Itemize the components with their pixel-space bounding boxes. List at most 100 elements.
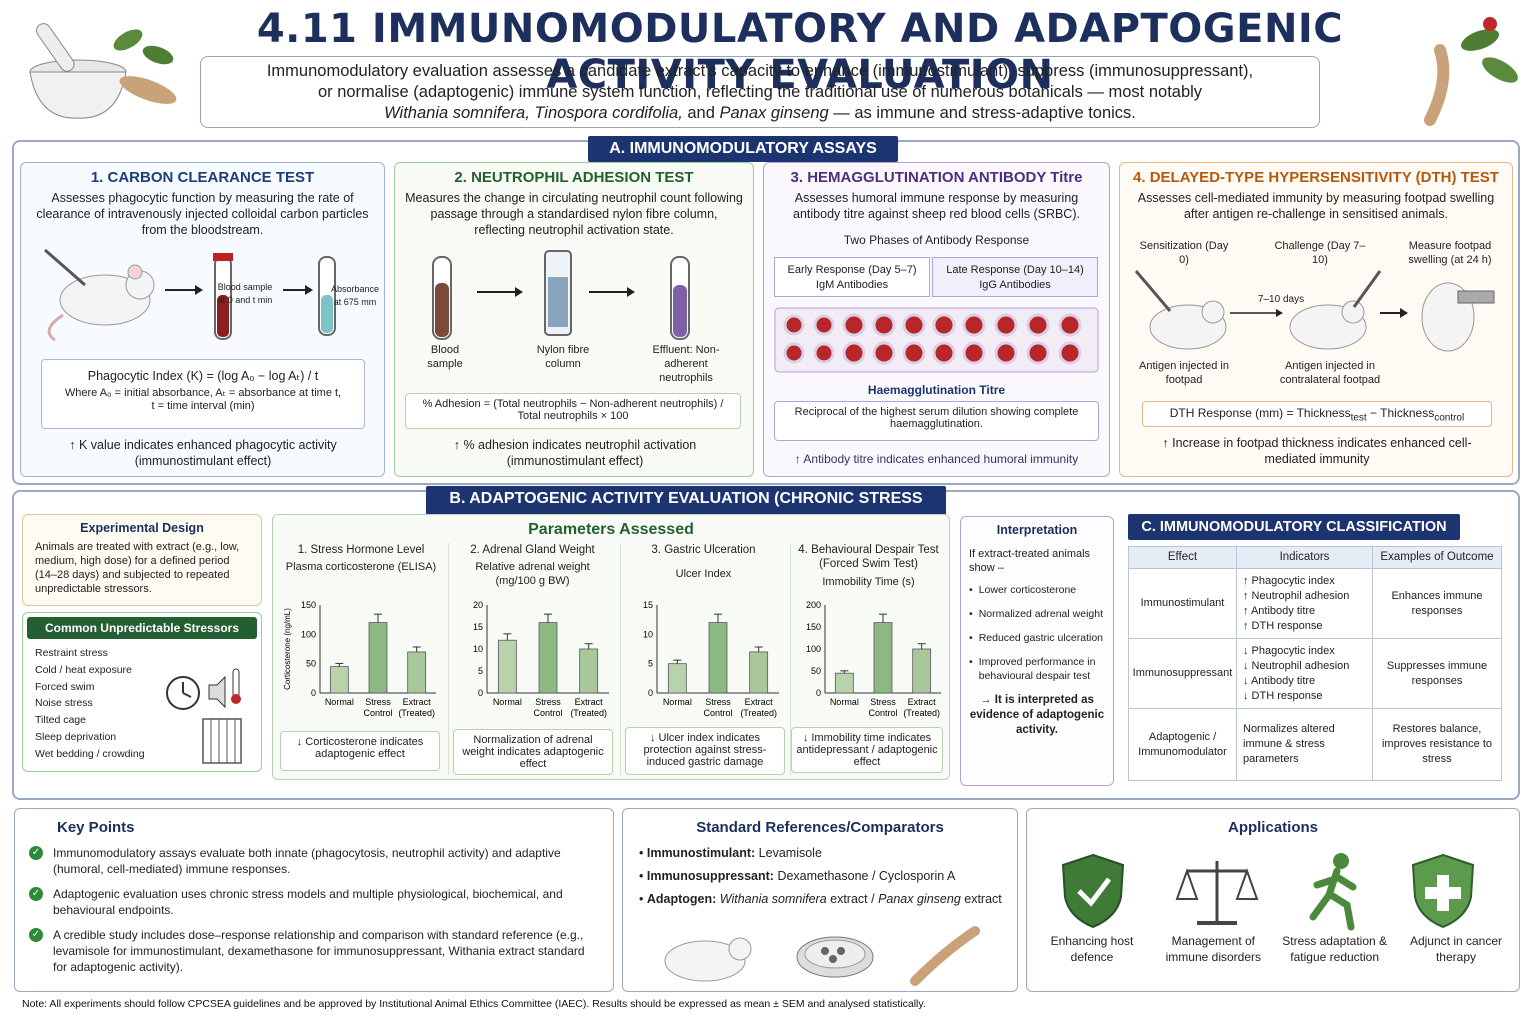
ref-label: Immunosuppressant: xyxy=(646,869,774,883)
interpretation-item: • Lower corticosterone xyxy=(969,583,1105,597)
classification-table-wrap: Effect Indicators Examples of Outcome Im… xyxy=(1128,546,1502,781)
bar xyxy=(708,622,728,694)
bar xyxy=(912,648,932,694)
dth-caption: Antigen injected in footpad xyxy=(1139,360,1229,386)
x-tick-label: Normal xyxy=(493,697,522,707)
y-tick-label: 10 xyxy=(643,629,653,639)
x-tick-label: Stress xyxy=(365,697,391,707)
bullet-glyph: • xyxy=(969,656,973,668)
intro-species: Withania somnifera, Tinospora cordifolia… xyxy=(384,104,683,122)
key-point-text: Adaptogenic evaluation uses chronic stre… xyxy=(53,887,563,917)
card-title: 4. DELAYED-TYPE HYPERSENSITIVITY (DTH) T… xyxy=(1133,169,1499,186)
effect-cell: Immunostimulant xyxy=(1128,568,1237,639)
x-tick-label: Normal xyxy=(325,697,354,707)
key-point: ✓ A credible study includes dose–response… xyxy=(29,927,599,975)
mortar-pestle-illustration xyxy=(29,23,177,119)
design-text: Animals are treated with extract (e.g., … xyxy=(35,541,240,595)
bar xyxy=(368,622,388,694)
design-title: Experimental Design xyxy=(80,521,204,535)
interpretation-text: Normalized adrenal weight xyxy=(978,608,1104,620)
indicator-item: ↓ Antibody titre xyxy=(1243,674,1316,687)
x-tick-label: Extract xyxy=(745,697,774,707)
y-tick-label: 20 xyxy=(473,600,483,610)
formula-subscript: test xyxy=(1350,412,1367,424)
indicator-item: ↓ DTH response xyxy=(1243,689,1323,702)
param-title: 1. Stress Hormone Level xyxy=(297,544,425,556)
param-subtitle: Relative adrenal weight (mg/100 g BW) xyxy=(475,561,590,587)
x-tick-label: Normal xyxy=(663,697,692,707)
titre-definition: Reciprocal of the highest serum dilution… xyxy=(774,401,1099,441)
bar xyxy=(497,639,517,694)
col-header: Effect xyxy=(1128,546,1237,569)
bar xyxy=(667,663,687,694)
indicators-cell: ↑ Phagocytic index ↑ Neutrophil adhesion ↑… xyxy=(1236,568,1373,639)
param-title: 2. Adrenal Gland Weight xyxy=(470,544,595,556)
bullet-glyph: • xyxy=(969,608,973,620)
col-header: Examples of Outcome xyxy=(1372,546,1502,569)
tube-label: Blood sample xyxy=(427,344,463,370)
microtitre-plate xyxy=(774,307,1099,373)
bullet-glyph: • xyxy=(969,584,973,596)
card-result: ↑ Antibody titre indicates enhanced humo… xyxy=(794,452,1079,466)
ref-label: Adaptogen: xyxy=(646,892,717,906)
interpretation-item: • Reduced gastric ulceration xyxy=(969,631,1105,645)
stressor-item: Noise stress xyxy=(35,697,93,710)
ginseng-plant-illustration xyxy=(1424,17,1518,126)
carbon-clearance-card: 1. CARBON CLEARANCE TEST Assesses phagoc… xyxy=(20,162,385,477)
stressor-item: Forced swim xyxy=(35,680,95,693)
x-tick-label: Control xyxy=(363,708,392,718)
stress-icons xyxy=(166,668,242,764)
applications-box: Applications Enhancing host defence Manag… xyxy=(1026,808,1520,992)
outcome-cell: Enhances immune responses xyxy=(1372,568,1502,639)
phagocytic-index-formula: Phagocytic Index (K) = (log A₀ − log Aₜ)… xyxy=(41,359,365,429)
y-tick-label: 100 xyxy=(301,629,316,639)
indicator-item: Normalizes altered immune & stress param… xyxy=(1243,723,1335,765)
intro-line: Immunomodulatory evaluation assesses a c… xyxy=(266,62,1254,80)
key-point-text: Immunomodulatory assays evaluate both in… xyxy=(53,846,561,876)
y-tick-label: 10 xyxy=(473,644,483,654)
parameters-title: Parameters Assessed xyxy=(528,521,694,538)
references-illustration xyxy=(664,926,980,986)
x-tick-label: (Treated) xyxy=(740,708,777,718)
application-label: Management of immune disorders xyxy=(1165,934,1262,964)
key-points-box: Key Points ✓ Immunomodulatory assays eval… xyxy=(14,808,614,992)
y-tick-label: 200 xyxy=(806,600,821,610)
param-subtitle: Immobility Time (s) xyxy=(822,576,915,588)
indicators-cell: ↓ Phagocytic index ↓ Neutrophil adhesion ↓… xyxy=(1236,638,1373,709)
page-title: 4.11 IMMUNOMODULATORY AND ADAPTOGENIC AC… xyxy=(256,6,1344,98)
indicator-item: ↑ Neutrophil adhesion xyxy=(1243,589,1350,602)
param-result: Normalization of adrenal weight indicate… xyxy=(453,729,613,775)
param-result: ↓ Corticosterone indicates adaptogenic e… xyxy=(280,731,440,771)
dth-procedure-diagram xyxy=(1134,270,1495,352)
stressors-title: Common Unpredictable Stressors xyxy=(27,617,257,639)
param-result: ↓ Ulcer index indicates protection again… xyxy=(625,727,785,775)
card-title: 1. CARBON CLEARANCE TEST xyxy=(90,169,315,186)
y-tick-label: 0 xyxy=(648,688,653,698)
x-tick-label: Stress xyxy=(535,697,561,707)
param-subtitle: Plasma corticosterone (ELISA) xyxy=(285,561,437,573)
titre-heading: Haemagglutination Titre xyxy=(867,383,1006,397)
bar xyxy=(538,622,558,694)
adhesion-formula: % Adhesion = (Total neutrophils − Non-ad… xyxy=(405,393,741,429)
param-forced-swim: 4. Behavioural Despair Test (Forced Swim… xyxy=(790,543,946,775)
card-description: Assesses humoral immune response by meas… xyxy=(793,191,1080,221)
indicator-item: ↑ DTH response xyxy=(1243,619,1323,632)
application-label: Enhancing host defence xyxy=(1050,934,1134,964)
intro-species: Panax ginseng xyxy=(719,104,829,122)
section-a-header: A. IMMUNOMODULATORY ASSAYS xyxy=(588,136,898,162)
indicator-item: ↑ Phagocytic index xyxy=(1243,574,1335,587)
interpretation-lead: If extract-treated animals show – xyxy=(969,548,1091,574)
card-title: 3. HEMAGGLUTINATION ANTIBODY Titre xyxy=(790,169,1083,186)
formula-subscript: control xyxy=(1434,412,1465,424)
interpretation-box: Interpretation If extract-treated animal… xyxy=(960,516,1114,786)
key-points-title: Key Points xyxy=(57,819,135,836)
interpretation-item: • Normalized adrenal weight xyxy=(969,607,1105,621)
formula-legend: Where A₀ = initial absorbance, Aₜ = abso… xyxy=(64,387,342,399)
x-tick-label: (Treated) xyxy=(903,708,940,718)
table-row: Immunostimulant ↑ Phagocytic index ↑ Neutr… xyxy=(1128,568,1502,639)
application-label: Stress adaptation & fatigue reduction xyxy=(1282,934,1388,964)
card-result: ↑ Increase in footpad thickness indicate… xyxy=(1162,436,1472,466)
formula-text: − Thickness xyxy=(1366,406,1435,420)
bar xyxy=(407,651,427,694)
